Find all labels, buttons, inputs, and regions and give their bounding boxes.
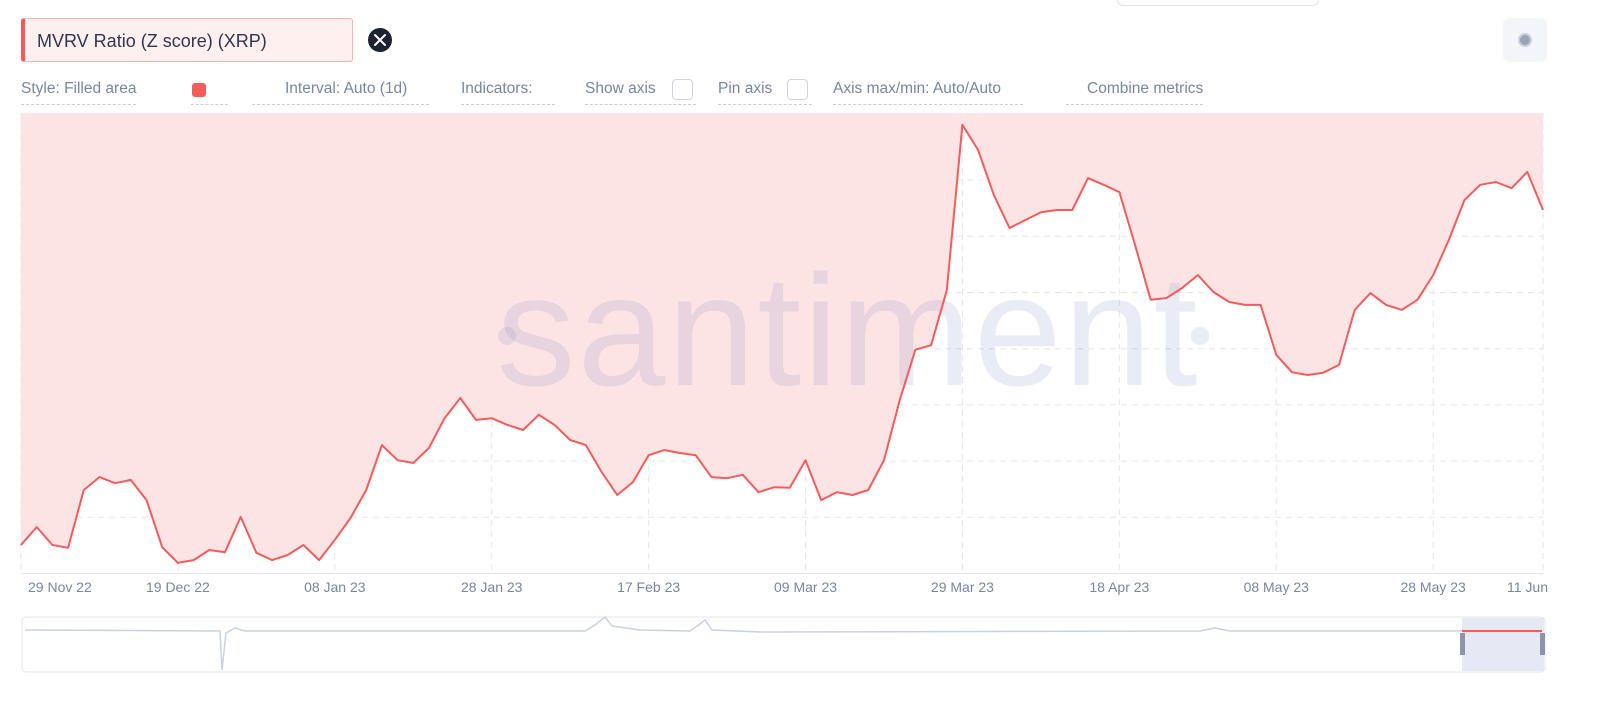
x-tick-label: 18 Apr 23 — [1089, 579, 1149, 595]
axis-minmax-select[interactable]: Axis max/min: Auto/Auto — [833, 80, 1023, 105]
x-tick-label: 08 May 23 — [1244, 579, 1310, 595]
color-swatch[interactable] — [192, 83, 206, 97]
x-tick-label: 11 Jun — [1507, 579, 1548, 595]
watermark-dot — [498, 327, 516, 345]
x-tick-label: 29 Mar 23 — [931, 579, 994, 595]
pin-axis-checkbox[interactable] — [787, 79, 808, 100]
x-tick-label: 28 May 23 — [1400, 579, 1466, 595]
x-tick-label: 29 Nov 22 — [28, 579, 92, 595]
show-axis-checkbox[interactable] — [672, 79, 693, 100]
interval-label: Interval: Auto (1d) — [285, 80, 408, 97]
x-tick-label: 09 Mar 23 — [774, 579, 837, 595]
navigator-line — [24, 615, 1462, 671]
watermark-dot — [1191, 327, 1209, 345]
close-icon — [374, 34, 386, 46]
metric-name: MVRV Ratio (Z score) (XRP) — [37, 31, 267, 51]
navigator-selection[interactable] — [1462, 618, 1544, 671]
interval-select[interactable]: Interval: Auto (1d) — [252, 80, 430, 105]
settings-dot — [1518, 33, 1532, 47]
area-fill — [21, 113, 1543, 563]
color-underline — [191, 104, 228, 105]
pin-axis-toggle[interactable]: Pin axis — [718, 80, 813, 105]
watermark: santiment — [496, 243, 1199, 419]
navigator — [21, 615, 1546, 673]
navigator-handle-right[interactable] — [1540, 633, 1545, 655]
close-button[interactable] — [368, 28, 392, 52]
combine-metrics-button[interactable]: Combine metrics — [1066, 80, 1204, 105]
navigator-frame — [21, 616, 1546, 673]
settings-button[interactable] — [1503, 18, 1547, 62]
x-tick-label: 19 Dec 22 — [146, 579, 210, 595]
navigator-handle-left[interactable] — [1460, 633, 1465, 655]
show-axis-toggle[interactable]: Show axis — [585, 80, 696, 105]
x-tick-label: 28 Jan 23 — [461, 579, 523, 595]
metric-chip[interactable]: MVRV Ratio (Z score) (XRP) — [21, 18, 392, 62]
style-select[interactable]: Style: Filled area — [21, 80, 137, 105]
x-tick-label: 17 Feb 23 — [617, 579, 680, 595]
indicators-select[interactable]: Indicators: — [461, 80, 555, 105]
x-tick-label: 08 Jan 23 — [304, 579, 366, 595]
data-line — [20, 123, 1544, 564]
